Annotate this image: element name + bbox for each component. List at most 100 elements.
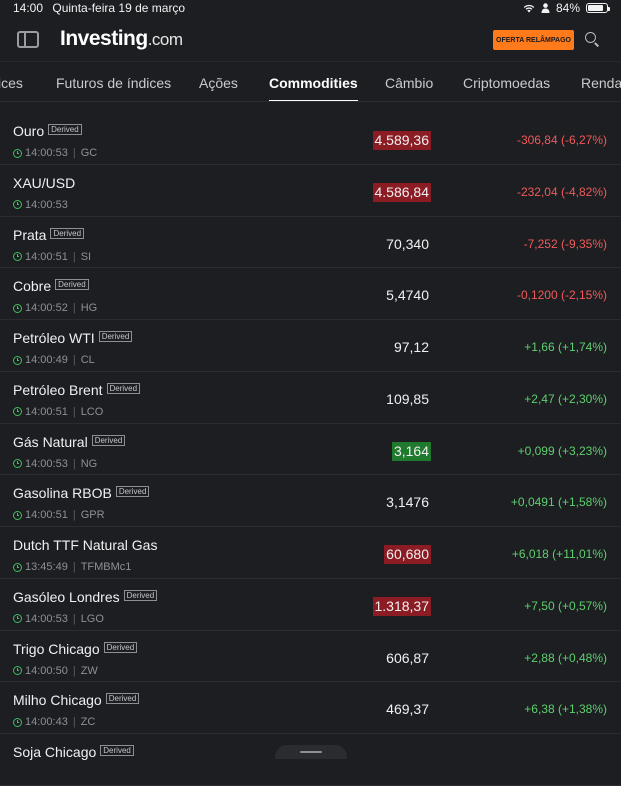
- sidebar-menu-icon[interactable]: [17, 31, 39, 48]
- update-time: 14:00:52: [25, 302, 68, 315]
- promo-button[interactable]: OFERTA RELÂMPAGO: [493, 30, 574, 50]
- instrument-name: Soja Chicago: [13, 744, 97, 760]
- instrument-name: Prata: [13, 226, 47, 243]
- commodity-row[interactable]: Soja Chicago Derived: [0, 734, 621, 786]
- derived-badge: Derived: [100, 745, 134, 756]
- commodity-row[interactable]: Gasolina RBOB Derived 14:00:51 | GPR 3,1476 +0…: [0, 475, 621, 527]
- row-meta: 14:00:53 | GC: [13, 147, 97, 159]
- price-change: +2,88 (+0,48%): [524, 650, 607, 665]
- row-name-line: Gasóleo Londres Derived: [13, 589, 158, 605]
- commodity-row[interactable]: Cobre Derived 14:00:52 | HG 5,4740 -0,1200 (-2…: [0, 268, 621, 320]
- price-change: -0,1200 (-2,15%): [516, 288, 607, 303]
- commodity-row[interactable]: Ouro Derived 14:00:53 | GC 4.589,36 -306,84 (-…: [0, 113, 621, 165]
- separator: |: [72, 612, 76, 625]
- separator: |: [72, 405, 76, 418]
- ticker-symbol: GPR: [80, 509, 105, 522]
- commodity-row[interactable]: Gás Natural Derived 14:00:53 | NG 3,164 +0,099…: [0, 424, 621, 476]
- last-price: 70,340: [386, 235, 429, 252]
- separator: |: [72, 561, 76, 573]
- header: Investing.com OFERTA RELÂMPAGO: [0, 16, 621, 62]
- commodity-row[interactable]: Prata Derived 14:00:51 | SI 70,340 -7,252 (-9,…: [0, 217, 621, 269]
- ticker-symbol: HG: [80, 302, 98, 315]
- row-meta: 13:45:49 | TFMBMc1: [13, 561, 131, 573]
- commodity-row[interactable]: Milho Chicago Derived 14:00:43 | ZC 469,37 +6,…: [0, 682, 621, 734]
- price-change: +1,66 (+1,74%): [524, 340, 607, 354]
- row-meta: 14:00:49 | CL: [13, 354, 95, 366]
- ticker-symbol: CL: [80, 354, 95, 366]
- search-icon[interactable]: [585, 32, 599, 46]
- commodity-row[interactable]: Trigo Chicago Derived 14:00:50 | ZW 606,87 +2,…: [0, 631, 621, 683]
- ticker-symbol: SI: [80, 250, 92, 263]
- row-name-line: Prata Derived: [13, 226, 85, 243]
- clock-icon: [13, 200, 22, 210]
- investing-logo[interactable]: Investing.com: [60, 27, 183, 51]
- tab-index-futures[interactable]: Futuros de índices: [56, 75, 172, 91]
- derived-badge: Derived: [91, 434, 126, 446]
- row-name-line: Cobre Derived: [13, 278, 89, 294]
- tab-stocks[interactable]: Ações: [199, 75, 238, 91]
- price-change: +6,38 (+1,38%): [524, 702, 607, 717]
- row-meta: 14:00:51 | SI: [13, 251, 91, 263]
- scroll-handle[interactable]: [275, 745, 347, 759]
- price-change: -7,252 (-9,35%): [523, 236, 607, 251]
- update-time: 14:00:53: [25, 147, 68, 159]
- price-change: +7,50 (+0,57%): [524, 598, 607, 613]
- separator: |: [72, 250, 76, 263]
- row-name-line: Gás Natural Derived: [13, 434, 126, 450]
- ticker-symbol: TFMBMc1: [80, 561, 132, 573]
- status-date: Quinta-feira 19 de março: [52, 1, 186, 15]
- instrument-name: Trigo Chicago: [13, 640, 100, 657]
- last-price: 3,164: [391, 441, 431, 461]
- clock-icon: [13, 252, 22, 261]
- battery-percent: 84%: [555, 1, 580, 15]
- update-time: 14:00:49: [25, 354, 68, 366]
- update-time: 14:00:43: [25, 716, 68, 729]
- commodity-row[interactable]: Petróleo Brent Derived 14:00:51 | LCO 109,85 +…: [0, 372, 621, 424]
- update-time: 14:00:51: [25, 509, 68, 522]
- instrument-name: Dutch TTF Natural Gas: [13, 537, 158, 553]
- tab-partial-left[interactable]: ices: [0, 75, 23, 91]
- clock-icon: [13, 303, 22, 313]
- commodity-row[interactable]: Petróleo WTI Derived 14:00:49 | CL 97,12 +1,66…: [0, 320, 621, 372]
- tab-currencies[interactable]: Câmbio: [385, 75, 434, 91]
- tab-commodities[interactable]: Commodities: [269, 75, 358, 101]
- row-name-line: Petróleo WTI Derived: [13, 330, 133, 346]
- derived-badge: Derived: [115, 486, 150, 498]
- row-meta: 14:00:53 | NG: [13, 458, 97, 470]
- tab-crypto[interactable]: Criptomoedas: [463, 75, 551, 91]
- derived-badge: Derived: [106, 382, 141, 394]
- row-meta: 14:00:53 | LGO: [13, 613, 104, 625]
- commodity-row[interactable]: Gasóleo Londres Derived 14:00:53 | LGO 1.318,…: [0, 579, 621, 631]
- last-price: 469,37: [386, 701, 429, 718]
- price-change: +2,47 (+2,30%): [524, 391, 607, 406]
- commodity-row[interactable]: XAU/USD 14:00:53 4.586,84 -232,04 (-4,82%): [0, 165, 621, 217]
- commodity-row[interactable]: Dutch TTF Natural Gas 13:45:49 | TFMBMc1 60,…: [0, 527, 621, 579]
- instrument-name: Petróleo WTI: [13, 330, 95, 346]
- separator: |: [72, 664, 76, 677]
- last-price: 1.318,37: [372, 596, 431, 616]
- row-meta: 14:00:52 | HG: [13, 302, 97, 314]
- logo-suffix: .com: [147, 30, 183, 49]
- clock-icon: [13, 614, 22, 624]
- battery-icon: [586, 3, 610, 13]
- row-meta: 14:00:43 | ZC: [13, 716, 95, 728]
- derived-badge: Derived: [123, 589, 158, 601]
- separator: |: [72, 354, 76, 366]
- price-change: +0,099 (+3,23%): [517, 443, 607, 458]
- last-price: 60,680: [384, 545, 431, 564]
- status-left: 14:00 Quinta-feira 19 de março: [13, 1, 191, 15]
- update-time: 14:00:53: [25, 457, 68, 470]
- row-meta: 14:00:50 | ZW: [13, 665, 98, 677]
- price-change: -232,04 (-4,82%): [516, 184, 607, 199]
- tab-bonds[interactable]: Renda: [581, 75, 621, 91]
- row-meta: 14:00:51 | GPR: [13, 509, 105, 521]
- derived-badge: Derived: [98, 331, 133, 342]
- last-price: 4.586,84: [372, 182, 431, 202]
- ticker-symbol: ZC: [80, 716, 96, 729]
- row-name-line: Dutch TTF Natural Gas: [13, 537, 157, 553]
- status-bar: 14:00 Quinta-feira 19 de março 84%: [0, 0, 621, 16]
- instrument-name: Milho Chicago: [13, 692, 102, 709]
- row-name-line: Soja Chicago Derived: [13, 744, 134, 760]
- update-time: 14:00:51: [25, 250, 68, 263]
- derived-badge: Derived: [103, 641, 138, 653]
